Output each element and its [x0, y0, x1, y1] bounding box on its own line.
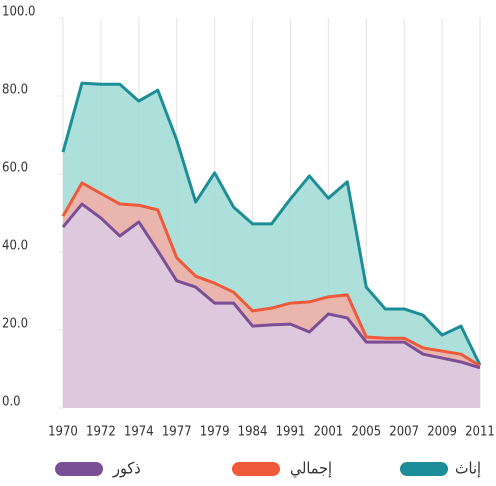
x-tick-label: 1974 [124, 425, 154, 440]
y-tick-label: 0.0 [2, 395, 21, 410]
x-tick-label: 1979 [200, 425, 230, 440]
x-tick-label: 2011 [465, 425, 495, 440]
legend-swatch [400, 462, 448, 476]
x-tick-label: 2005 [351, 425, 381, 440]
legend: إناث إجمالي ذكور [55, 459, 481, 479]
y-tick-label: 80.0 [2, 83, 28, 98]
x-tick-label: 2007 [389, 425, 419, 440]
legend-swatch [232, 462, 280, 476]
y-tick-label: 60.0 [2, 161, 28, 176]
legend-label: إناث [455, 459, 481, 478]
x-tick-label: 1977 [162, 425, 192, 440]
x-tick-label: 2001 [313, 425, 343, 440]
line [61, 181, 481, 368]
x-tick-label: 2009 [427, 425, 457, 440]
line [61, 202, 481, 370]
legend-label: إجمالي [290, 459, 332, 479]
legend-label: ذكور [112, 459, 141, 479]
x-tick-label: 1970 [48, 425, 78, 440]
line [61, 81, 482, 366]
y-tick-label: 40.0 [2, 239, 28, 254]
area [63, 204, 480, 408]
x-tick-label: 1984 [238, 425, 268, 440]
x-tick-label: 1972 [86, 425, 116, 440]
x-tick-label: 1991 [276, 425, 306, 440]
legend-swatch [55, 462, 103, 476]
y-tick-label: 20.0 [2, 317, 28, 332]
y-tick-label: 100.0 [2, 5, 35, 20]
